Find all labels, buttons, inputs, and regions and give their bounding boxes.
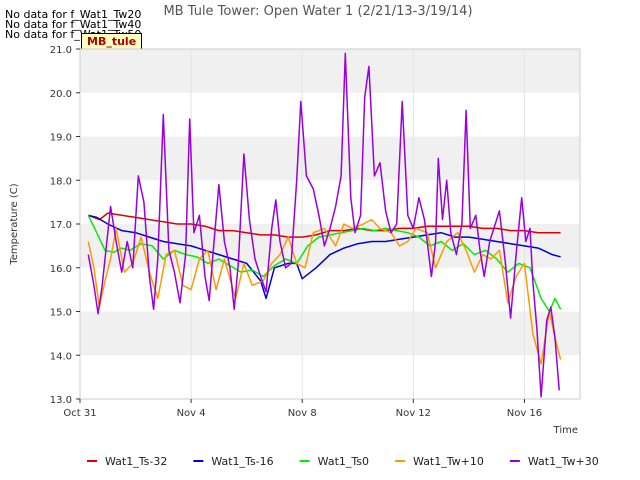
x-tick-label: Nov 4 xyxy=(177,408,206,419)
y-tick-label: 19.0 xyxy=(50,133,72,144)
site-badge: MB_tule xyxy=(81,33,143,50)
y-axis-label: Temperature (C) xyxy=(9,183,20,265)
x-tick-label: Nov 12 xyxy=(396,408,431,419)
legend-label: Wat1_Ts0 xyxy=(318,455,369,468)
x-tick-label: Nov 16 xyxy=(507,408,542,419)
y-tick-label: 13.0 xyxy=(50,395,72,406)
y-tick-label: 18.0 xyxy=(50,176,72,187)
x-tick-label: Nov 8 xyxy=(288,408,317,419)
x-axis-label: Time xyxy=(553,425,578,436)
legend-label: Wat1_Tw+10 xyxy=(413,455,484,468)
y-tick-label: 15.0 xyxy=(50,308,72,319)
y-tick-label: 20.0 xyxy=(50,89,72,100)
no-data-message: No data for f_Wat1_Tw20 xyxy=(5,8,142,21)
series-line-wat1-ts-16 xyxy=(88,214,561,300)
grid-band xyxy=(80,136,580,181)
x-tick-label: Oct 31 xyxy=(63,408,96,419)
y-tick-label: 17.0 xyxy=(50,220,72,231)
series-line-wat1-tw-10 xyxy=(87,218,562,365)
y-tick-label: 21.0 xyxy=(50,45,72,56)
chart-title: MB Tule Tower: Open Water 1 (2/21/13-3/1… xyxy=(163,4,472,19)
y-tick-label: 14.0 xyxy=(50,351,72,362)
legend-item: Wat1_Tw+30 xyxy=(509,455,599,468)
grid-band xyxy=(80,49,580,93)
legend-item: Wat1_Ts-32 xyxy=(87,455,167,468)
grid-band xyxy=(80,311,580,356)
legend-item: Wat1_Ts-16 xyxy=(193,455,274,468)
series-line-wat1-tw-30 xyxy=(87,52,560,398)
legend-item: Wat1_Tw+10 xyxy=(395,455,484,468)
series-line-wat1-ts-32 xyxy=(88,212,561,238)
legend-label: Wat1_Ts-32 xyxy=(105,455,167,468)
legend-item: Wat1_Ts0 xyxy=(299,455,369,468)
no-data-message: No data for f_Wat1_Tw40 xyxy=(5,18,142,31)
legend-label: Wat1_Ts-16 xyxy=(211,455,273,468)
legend-label: Wat1_Tw+30 xyxy=(528,455,599,468)
y-tick-label: 16.0 xyxy=(50,264,72,275)
